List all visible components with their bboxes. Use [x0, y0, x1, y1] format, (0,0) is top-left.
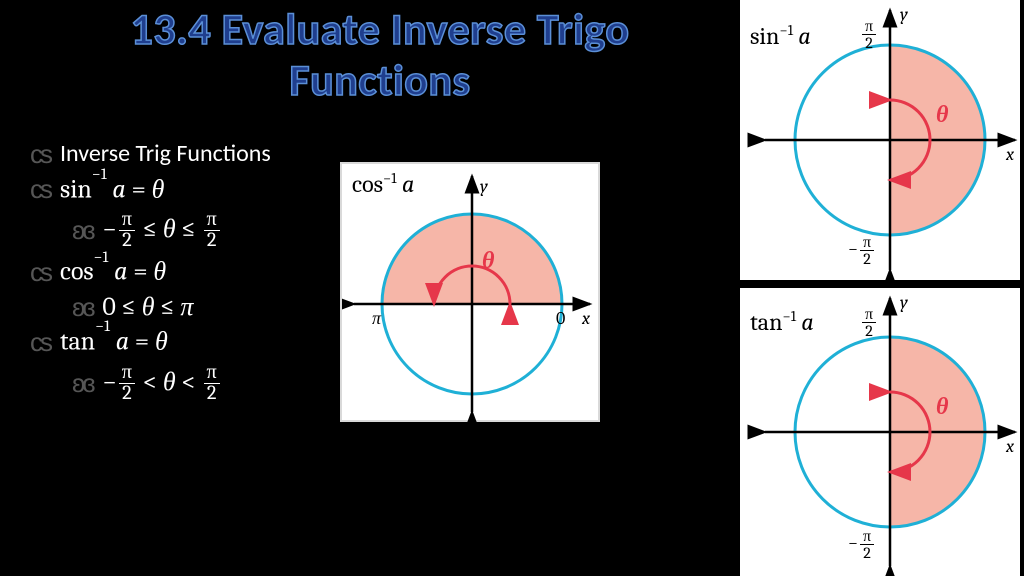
tick-pi: π [372, 308, 381, 329]
x-axis-label: x [1006, 144, 1014, 165]
y-axis-label: y [900, 292, 908, 313]
ornament-icon: cs [30, 140, 50, 169]
tan-range: −π2 < θ < π2 [102, 363, 221, 405]
tick-pi2-top: π2 [860, 18, 878, 51]
tan-eq: tan−1 a = θ [60, 327, 168, 356]
bullet-sin: cs sin−1 a = θ [30, 175, 350, 204]
diagram-cos-svg [342, 164, 602, 424]
sin-eq: sin−1 a = θ [60, 175, 164, 204]
bullet-cos: cs cos−1 a = θ [30, 257, 350, 286]
tick-pi2-bottom: −π2 [848, 234, 876, 267]
theta-label: θ [482, 246, 494, 275]
page-title: 13.4 Evaluate Inverse Trigo Functions [0, 4, 760, 105]
diagram-sin-label: sin−1 a [750, 22, 811, 50]
ornament-icon: cs [30, 258, 50, 287]
bullet-sin-range: ʚɞ −π2 ≤ θ ≤ π2 [72, 210, 350, 252]
bullet-cos-range: ʚɞ 0 ≤ θ ≤ π [72, 293, 350, 322]
diagram-tan-label: tan−1 a [750, 308, 814, 336]
sub-ornament-icon: ʚɞ [72, 293, 92, 322]
bullet-tan-range: ʚɞ −π2 < θ < π2 [72, 363, 350, 405]
diagram-cos-label: cos−1 a [352, 170, 414, 198]
title-line-2: Functions [289, 53, 470, 107]
bullet-heading: cs Inverse Trig Functions [30, 140, 350, 169]
y-axis-label: y [900, 4, 908, 25]
diagram-cos: cos−1 a y x π 0 θ [340, 162, 600, 422]
sub-ornament-icon: ʚɞ [72, 369, 92, 398]
title-line-1: 13.4 Evaluate Inverse Trigo [131, 2, 630, 56]
theta-label: θ [936, 392, 948, 421]
x-axis-label: x [1006, 436, 1014, 457]
diagram-sin: sin−1 a y x π2 −π2 θ [740, 0, 1020, 280]
sub-ornament-icon: ʚɞ [72, 216, 92, 245]
heading-text: Inverse Trig Functions [60, 141, 271, 167]
cos-eq: cos−1 a = θ [60, 257, 166, 286]
theta-label: θ [936, 100, 948, 129]
x-axis-label: x [582, 308, 590, 329]
bullet-list: cs Inverse Trig Functions cs sin−1 a = θ… [30, 140, 350, 410]
diagram-tan: tan−1 a y x π2 −π2 θ [740, 288, 1020, 576]
tick-zero: 0 [556, 308, 565, 329]
bullet-tan: cs tan−1 a = θ [30, 327, 350, 356]
ornament-icon: cs [30, 328, 50, 357]
cos-range: 0 ≤ θ ≤ π [102, 293, 193, 322]
ornament-icon: cs [30, 175, 50, 204]
tick-pi2-top: π2 [860, 306, 878, 339]
y-axis-label: y [480, 176, 488, 197]
sin-range: −π2 ≤ θ ≤ π2 [102, 210, 221, 252]
tick-pi2-bottom: −π2 [848, 528, 876, 561]
